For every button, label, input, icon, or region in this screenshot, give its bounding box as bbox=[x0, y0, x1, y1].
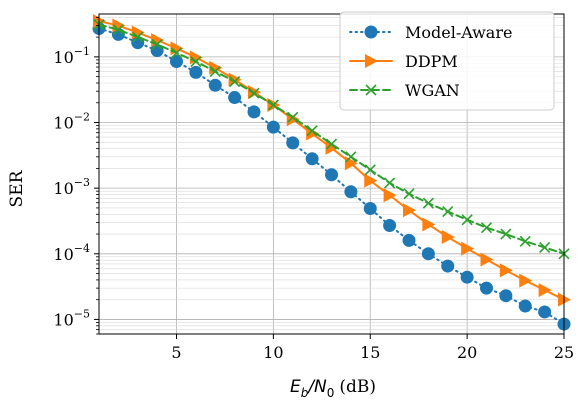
data-point-wgan bbox=[190, 55, 202, 68]
x-tick-label: 20 bbox=[457, 343, 477, 362]
axes-frame bbox=[98, 13, 565, 335]
legend-label-ddpm: DDPM bbox=[405, 52, 458, 71]
data-point-model-aware bbox=[325, 168, 338, 182]
legend-marker-wgan bbox=[365, 84, 377, 96]
data-point-wgan bbox=[480, 222, 493, 234]
data-point-wgan bbox=[461, 214, 473, 226]
data-point-model-aware bbox=[266, 120, 280, 134]
data-point-ddpm bbox=[461, 241, 475, 256]
data-point-wgan bbox=[306, 125, 318, 137]
data-point-model-aware bbox=[518, 299, 532, 313]
y-axis-label: SER bbox=[7, 169, 27, 207]
data-point-ddpm bbox=[422, 217, 436, 232]
data-point-model-aware bbox=[363, 201, 377, 215]
legend-label-model-aware: Model-Aware bbox=[405, 23, 512, 42]
legend-box bbox=[339, 11, 555, 111]
y-tick-label: 10−2 bbox=[53, 111, 90, 133]
legend-entry-wgan: WGAN bbox=[349, 81, 460, 100]
data-point-model-aware bbox=[305, 152, 319, 166]
x-tick-label: 25 bbox=[554, 343, 574, 362]
legend-entry-model-aware: Model-Aware bbox=[349, 23, 512, 42]
data-point-ddpm bbox=[441, 230, 455, 245]
data-point-model-aware bbox=[538, 305, 552, 319]
data-point-model-aware bbox=[247, 105, 261, 119]
data-point-model-aware bbox=[344, 185, 358, 199]
data-point-model-aware bbox=[286, 136, 300, 150]
y-tick-label: 10−4 bbox=[53, 242, 90, 264]
y-tick-label: 10−3 bbox=[53, 176, 90, 198]
data-point-wgan bbox=[345, 151, 357, 163]
data-point-model-aware bbox=[421, 247, 435, 261]
legend-label-wgan: WGAN bbox=[405, 81, 460, 100]
data-point-model-aware bbox=[441, 259, 455, 273]
legend-entry-ddpm: DDPM bbox=[349, 52, 458, 71]
data-point-ddpm bbox=[228, 72, 242, 87]
x-tick-label: 5 bbox=[171, 343, 181, 362]
data-point-wgan bbox=[384, 177, 396, 189]
data-point-model-aware bbox=[228, 91, 242, 105]
x-tick-label: 10 bbox=[263, 343, 283, 362]
data-point-model-aware bbox=[480, 281, 493, 295]
data-point-model-aware bbox=[208, 78, 222, 92]
data-point-wgan bbox=[325, 138, 338, 150]
data-point-model-aware bbox=[460, 270, 474, 284]
data-point-wgan bbox=[151, 38, 163, 50]
data-point-wgan bbox=[229, 76, 241, 88]
series-wgan bbox=[93, 19, 570, 260]
data-point-wgan bbox=[539, 241, 551, 254]
data-point-wgan bbox=[519, 235, 531, 247]
data-point-wgan bbox=[209, 65, 221, 78]
data-point-model-aware bbox=[402, 233, 416, 247]
y-tick-label: 10−1 bbox=[53, 45, 90, 67]
data-point-ddpm bbox=[325, 140, 339, 155]
y-tick-label: 10−5 bbox=[53, 307, 90, 329]
data-point-wgan bbox=[267, 99, 279, 111]
data-point-ddpm bbox=[480, 252, 494, 267]
plot-area bbox=[92, 14, 571, 331]
data-point-ddpm bbox=[364, 173, 378, 188]
data-point-wgan bbox=[364, 164, 376, 176]
data-point-wgan bbox=[248, 87, 260, 99]
data-point-wgan bbox=[442, 205, 454, 218]
data-point-model-aware bbox=[170, 55, 183, 69]
y-axis-ticks: 10−1 10−2 10−3 10−4 10−5 bbox=[53, 16, 99, 335]
legend: Model-Aware DDPM WGAN bbox=[339, 11, 555, 111]
data-point-ddpm bbox=[209, 60, 223, 75]
x-axis-ticks: 5 10 15 20 25 bbox=[171, 334, 574, 362]
x-axis-label: Eb/N0 (dB) bbox=[290, 377, 376, 400]
data-point-ddpm bbox=[383, 188, 397, 203]
data-point-model-aware bbox=[499, 289, 513, 303]
legend-marker-model-aware bbox=[364, 25, 378, 39]
data-point-ddpm bbox=[499, 263, 513, 278]
data-point-ddpm bbox=[403, 203, 416, 218]
data-point-model-aware bbox=[189, 65, 203, 79]
data-point-ddpm bbox=[538, 283, 552, 298]
data-point-wgan bbox=[422, 197, 434, 209]
x-tick-label: 15 bbox=[360, 343, 380, 362]
data-point-ddpm bbox=[519, 273, 533, 288]
data-point-wgan bbox=[170, 47, 183, 59]
data-point-wgan bbox=[132, 31, 144, 43]
data-point-model-aware bbox=[383, 218, 397, 232]
data-point-wgan bbox=[287, 111, 299, 123]
data-point-wgan bbox=[500, 228, 512, 240]
legend-marker-ddpm bbox=[365, 54, 378, 68]
data-point-wgan bbox=[403, 188, 415, 200]
data-point-wgan bbox=[112, 24, 124, 36]
